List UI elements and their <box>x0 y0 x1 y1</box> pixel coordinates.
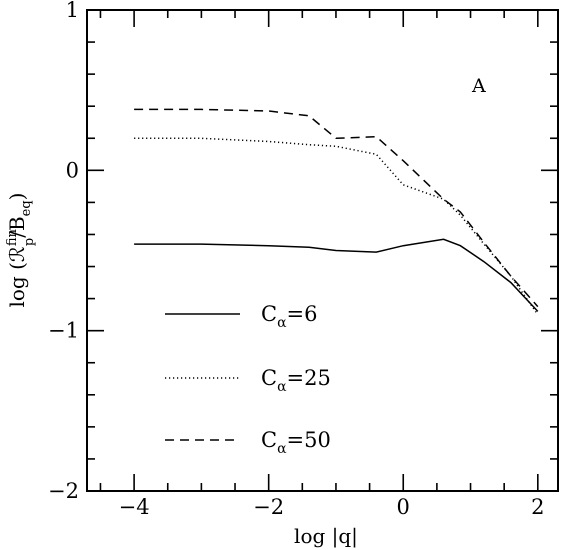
legend-label-value: =50 <box>287 428 331 452</box>
plot-frame <box>86 9 559 492</box>
legend-label-value: =25 <box>287 366 331 390</box>
y-axis-label-sub: p <box>22 238 37 246</box>
legend-label-subscript: α <box>277 379 287 395</box>
x-tick-label: −2 <box>253 495 284 519</box>
legend-label: Cα=25 <box>261 366 331 395</box>
legend-label-prefix: C <box>261 366 277 390</box>
legend-label-value: =6 <box>287 302 318 326</box>
y-axis-label-main: log (ℛ <box>5 246 29 307</box>
x-tick-label: 2 <box>531 495 544 519</box>
panel-label: A <box>471 75 486 97</box>
series-line <box>134 108 539 308</box>
legend-label-subscript: α <box>277 315 287 331</box>
y-tick-label: 0 <box>66 158 79 182</box>
series-line <box>134 137 539 316</box>
y-axis-label: log (ℛfin p/Beq) <box>5 193 37 308</box>
x-tick-label: 0 <box>397 495 410 519</box>
x-axis-label: log |q| <box>294 524 358 549</box>
x-tick-label: −4 <box>119 495 150 519</box>
legend-label-prefix: C <box>261 428 277 452</box>
legend-label: Cα=6 <box>261 302 318 331</box>
legend-label: Cα=50 <box>261 428 331 457</box>
y-axis-label-tail-sub: eq <box>19 200 34 216</box>
legend-label-subscript: α <box>277 441 287 457</box>
series-line <box>134 238 539 312</box>
y-tick-label: −1 <box>48 319 79 343</box>
y-axis-label-tail: /B <box>5 216 29 237</box>
y-tick-label: 1 <box>66 0 79 22</box>
legend-label-prefix: C <box>261 302 277 326</box>
y-tick-label: −2 <box>48 479 79 503</box>
y-axis-label-close: ) <box>5 193 29 201</box>
y-axis-label-sup: fin <box>5 228 20 246</box>
